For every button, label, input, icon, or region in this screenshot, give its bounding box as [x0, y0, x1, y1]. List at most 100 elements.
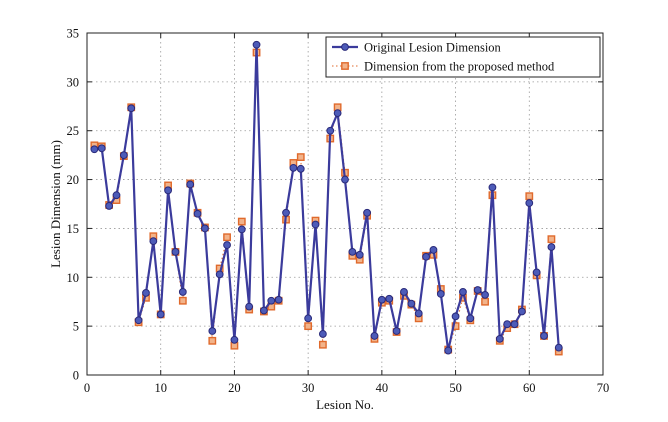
data-point-original — [97, 144, 106, 153]
data-point-original — [282, 208, 290, 217]
data-point-original — [444, 346, 453, 355]
data-point-original — [436, 289, 445, 298]
data-point-original — [547, 243, 556, 251]
data-point-original — [481, 290, 489, 299]
data-point-original — [105, 202, 114, 210]
x-axis-label: Lesion No. — [316, 397, 374, 412]
data-point-original — [466, 314, 475, 323]
data-point-original — [149, 237, 158, 246]
data-point-proposed — [547, 235, 556, 244]
data-point-original — [215, 270, 224, 279]
legend: Original Lesion Dimension Dimension from… — [325, 36, 601, 78]
data-point-original — [422, 252, 430, 261]
data-point-original — [532, 268, 541, 277]
data-point-original — [495, 334, 504, 343]
data-point-original — [377, 295, 386, 304]
y-tick-label: 35 — [67, 27, 80, 41]
series-original-lesion-dimension — [90, 40, 563, 355]
data-point-original — [267, 296, 276, 305]
data-point-original — [318, 330, 327, 338]
data-point-original — [289, 163, 298, 172]
data-point-original — [451, 312, 460, 321]
data-point-original — [363, 208, 372, 217]
data-point-original — [459, 288, 467, 296]
data-point-original — [348, 247, 357, 256]
data-point-original — [171, 247, 180, 256]
y-tick-label: 20 — [67, 173, 80, 187]
data-point-original — [510, 320, 519, 329]
y-tick-label: 15 — [67, 222, 80, 236]
data-point-original — [134, 316, 143, 325]
data-point-original — [260, 306, 268, 315]
plot-area-frame — [86, 32, 604, 376]
data-point-original — [311, 220, 320, 229]
data-point-original — [230, 335, 239, 344]
data-point-original — [554, 343, 563, 352]
legend-marker-original — [341, 43, 349, 51]
series-group — [90, 40, 563, 356]
legend-marker-proposed — [341, 62, 349, 70]
data-point-proposed — [304, 322, 313, 331]
data-point-original — [245, 302, 254, 311]
x-tick-label: 70 — [597, 381, 610, 395]
x-tick-label: 60 — [523, 381, 536, 395]
data-point-original — [525, 199, 534, 207]
data-point-original — [392, 327, 401, 335]
data-point-original — [540, 332, 548, 340]
data-point-proposed — [481, 297, 489, 306]
data-point-original — [208, 327, 217, 335]
x-tick-label: 10 — [154, 381, 167, 395]
legend-entry-original: Original Lesion Dimension — [332, 41, 502, 55]
x-tick-label: 20 — [228, 381, 241, 395]
legend-label-proposed: Dimension from the proposed method — [364, 60, 555, 74]
axis-ticks: 0 10 20 30 40 50 60 70 0 5 10 15 20 25 30 35 — [67, 27, 610, 396]
data-point-original — [223, 241, 231, 249]
data-point-original — [407, 299, 416, 308]
data-point-original — [473, 286, 482, 294]
x-tick-label: 0 — [84, 381, 90, 395]
data-point-original — [400, 288, 408, 296]
data-point-original — [488, 183, 497, 192]
data-point-proposed — [296, 153, 305, 161]
data-point-original — [429, 246, 438, 254]
data-point-original — [201, 224, 209, 233]
data-point-original — [274, 295, 283, 304]
data-point-original — [333, 109, 342, 118]
data-point-original — [164, 186, 172, 195]
data-point-original — [370, 332, 379, 340]
data-point-original — [503, 320, 512, 329]
data-point-proposed — [178, 296, 187, 305]
data-point-proposed — [318, 340, 327, 349]
data-point-original — [193, 209, 202, 218]
data-point-original — [127, 104, 136, 113]
data-point-original — [326, 126, 335, 135]
series-line-original — [94, 43, 560, 352]
data-point-proposed — [237, 217, 246, 226]
x-tick-label: 30 — [302, 381, 315, 395]
x-tick-label: 50 — [449, 381, 462, 395]
data-point-proposed — [223, 233, 231, 242]
data-point-original — [414, 309, 423, 318]
data-point-original — [178, 288, 187, 296]
data-point-original — [237, 225, 246, 234]
data-point-original — [296, 164, 305, 173]
data-point-original — [341, 175, 349, 184]
data-point-original — [355, 250, 364, 259]
data-point-original — [142, 289, 150, 297]
data-point-original — [518, 307, 526, 316]
x-tick-label: 40 — [376, 381, 389, 395]
y-tick-label: 5 — [73, 320, 79, 334]
y-tick-label: 30 — [67, 75, 80, 89]
legend-label-original: Original Lesion Dimension — [364, 41, 502, 55]
data-point-original — [119, 151, 128, 160]
data-point-original — [156, 310, 165, 319]
legend-entry-proposed: Dimension from the proposed method — [332, 60, 555, 74]
data-point-original — [186, 180, 195, 189]
data-point-proposed — [525, 192, 534, 201]
y-tick-label: 0 — [73, 369, 79, 383]
data-point-original — [385, 294, 394, 303]
y-axis-label: Lesion Dimension (mm) — [48, 140, 63, 268]
data-point-proposed — [208, 336, 217, 345]
data-point-original — [112, 191, 121, 200]
